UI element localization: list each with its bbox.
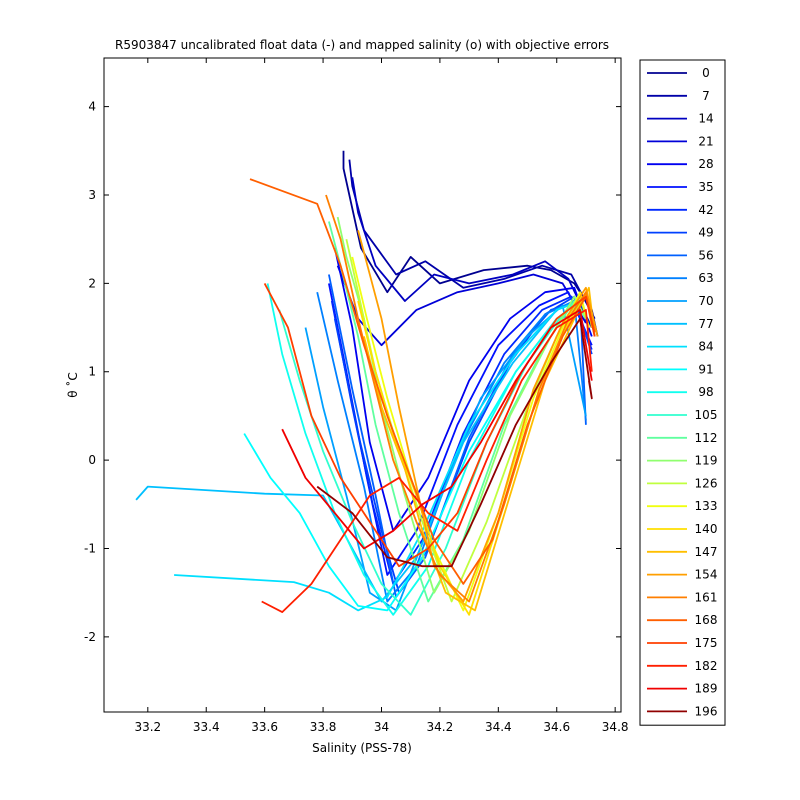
legend-label: 70 bbox=[698, 294, 713, 308]
series-line-189 bbox=[281, 308, 593, 550]
legend-label: 154 bbox=[695, 568, 718, 582]
x-tick-label: 33.4 bbox=[193, 720, 220, 734]
legend-label: 189 bbox=[695, 682, 718, 696]
legend-label: 91 bbox=[698, 362, 713, 376]
x-axis-label: Salinity (PSS-78) bbox=[312, 741, 412, 755]
legend-label: 14 bbox=[698, 112, 713, 126]
legend-label: 56 bbox=[698, 248, 713, 262]
series-line-84 bbox=[174, 300, 581, 612]
legend-label: 133 bbox=[695, 499, 718, 513]
legend-label: 98 bbox=[698, 385, 713, 399]
y-tick-label: 0 bbox=[88, 453, 96, 467]
legend-label: 35 bbox=[698, 180, 713, 194]
series-line-14 bbox=[351, 177, 593, 328]
series-line-0 bbox=[342, 150, 599, 337]
x-tick-label: 34.4 bbox=[485, 720, 512, 734]
legend-label: 63 bbox=[698, 271, 713, 285]
x-tick-label: 33.2 bbox=[134, 720, 161, 734]
chart-title: R5903847 uncalibrated float data (-) and… bbox=[115, 38, 609, 52]
legend-label: 147 bbox=[695, 545, 718, 559]
legend-label: 49 bbox=[698, 226, 713, 240]
series-line-28 bbox=[333, 247, 593, 532]
legend-label: 21 bbox=[698, 134, 713, 148]
plot-frame bbox=[103, 57, 622, 713]
series-line-77 bbox=[135, 300, 581, 603]
legend-label: 182 bbox=[695, 659, 718, 673]
y-tick-label: 2 bbox=[88, 276, 96, 290]
legend-label: 7 bbox=[702, 89, 710, 103]
x-tick-label: 34.8 bbox=[602, 720, 629, 734]
series-line-98 bbox=[266, 283, 581, 616]
legend-label: 161 bbox=[695, 590, 718, 604]
series-line-175 bbox=[263, 282, 596, 568]
series-line-182 bbox=[261, 308, 593, 613]
series-lines bbox=[135, 150, 599, 616]
legend-label: 175 bbox=[695, 636, 718, 650]
series-line-161 bbox=[325, 194, 596, 603]
legend-label: 0 bbox=[702, 66, 710, 80]
legend-label: 140 bbox=[695, 522, 718, 536]
x-tick-label: 34 bbox=[374, 720, 389, 734]
y-tick-label: 4 bbox=[88, 100, 96, 114]
legend-label: 77 bbox=[698, 317, 713, 331]
legend-label: 84 bbox=[698, 340, 713, 354]
x-tick-label: 34.2 bbox=[427, 720, 454, 734]
x-tick-label: 33.8 bbox=[310, 720, 337, 734]
legend-label: 168 bbox=[695, 613, 718, 627]
legend-label: 126 bbox=[695, 476, 718, 490]
x-tick-label: 33.6 bbox=[251, 720, 278, 734]
axes: 33.2 33.4 33.6 33.8 34 34.2 34.4 34.6 34.8-2-101… bbox=[84, 57, 629, 734]
series-line-168 bbox=[249, 178, 596, 585]
y-tick-label: -2 bbox=[84, 630, 96, 644]
y-tick-label: 3 bbox=[88, 188, 96, 202]
legend-label: 28 bbox=[698, 157, 713, 171]
legend-label: 105 bbox=[695, 408, 718, 422]
legend-label: 196 bbox=[695, 704, 718, 718]
legend-label: 42 bbox=[698, 203, 713, 217]
y-tick-label: -1 bbox=[84, 542, 96, 556]
y-axis-label: θ ˚C bbox=[65, 372, 80, 398]
x-tick-label: 34.6 bbox=[543, 720, 570, 734]
legend-label: 112 bbox=[695, 431, 718, 445]
legend: 0 7 14 21 28 35 42 49 56 63 70 77 84 91 98 105 112 119 126… bbox=[639, 59, 726, 726]
series-line-154 bbox=[357, 230, 599, 603]
legend-label: 119 bbox=[695, 454, 718, 468]
series-line-196 bbox=[316, 317, 593, 568]
y-tick-label: 1 bbox=[88, 365, 96, 379]
